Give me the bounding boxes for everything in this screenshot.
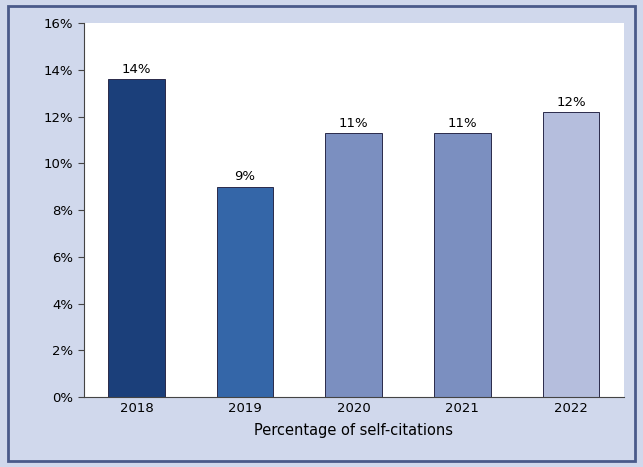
Text: 14%: 14% — [122, 63, 151, 76]
Text: 12%: 12% — [556, 96, 586, 108]
Bar — [217, 187, 273, 397]
Text: 11%: 11% — [448, 117, 477, 129]
Text: 9%: 9% — [235, 170, 255, 183]
Bar — [325, 133, 382, 397]
Bar — [434, 133, 491, 397]
Text: 11%: 11% — [339, 117, 368, 129]
X-axis label: Percentage of self-citations: Percentage of self-citations — [254, 423, 453, 438]
Bar — [543, 112, 599, 397]
Bar — [108, 79, 165, 397]
